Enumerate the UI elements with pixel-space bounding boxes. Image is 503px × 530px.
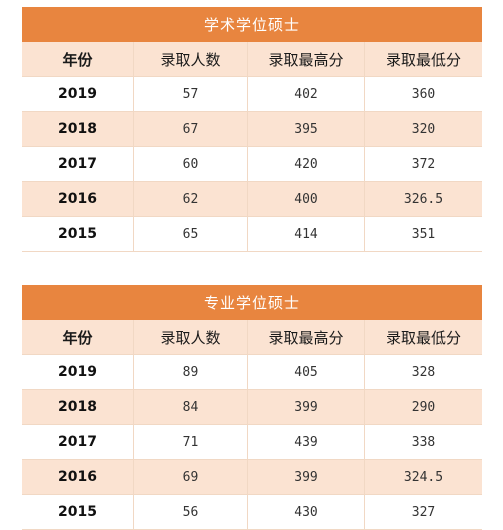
admitted-cell: 57 — [134, 77, 248, 111]
min-score-cell: 338 — [411, 434, 436, 450]
column-header-min-score: 录取最低分 — [385, 50, 461, 69]
table-title: 专业学位硕士 — [22, 285, 482, 320]
year-cell: 2016 — [22, 460, 134, 494]
table-row: 2016 69 399 324.5 — [22, 460, 482, 495]
max-score-cell: 414 — [248, 217, 365, 251]
admitted-cell: 84 — [134, 390, 248, 424]
year-cell: 2017 — [22, 425, 134, 459]
column-header-max-score: 录取最高分 — [248, 320, 365, 354]
table-row: 2018 67 395 320 — [22, 112, 482, 147]
table-row: 2017 71 439 338 — [22, 425, 482, 460]
max-score-cell: 439 — [248, 425, 365, 459]
year-cell: 2015 — [22, 217, 134, 251]
table-row: 2019 89 405 328 — [22, 355, 482, 390]
min-score-cell: 320 — [411, 121, 436, 137]
year-cell: 2019 — [22, 355, 134, 389]
year-cell: 2016 — [22, 182, 134, 216]
admitted-cell: 89 — [134, 355, 248, 389]
year-cell: 2019 — [22, 77, 134, 111]
min-score-cell: 328 — [411, 364, 436, 380]
max-score-cell: 430 — [248, 495, 365, 529]
academic-degree-table: 学术学位硕士 年份 录取人数 录取最高分 录取最低分 2019 57 402 3… — [22, 7, 482, 252]
table-row: 2018 84 399 290 — [22, 390, 482, 425]
table-header-row: 年份 录取人数 录取最高分 录取最低分 — [22, 320, 482, 355]
min-score-cell: 351 — [411, 226, 436, 242]
max-score-cell: 399 — [248, 460, 365, 494]
table-header-row: 年份 录取人数 录取最高分 录取最低分 — [22, 42, 482, 77]
column-header-admitted: 录取人数 — [134, 320, 248, 354]
column-header-max-score: 录取最高分 — [248, 42, 365, 76]
year-cell: 2015 — [22, 495, 134, 529]
table-row: 2017 60 420 372 — [22, 147, 482, 182]
table-row: 2019 57 402 360 — [22, 77, 482, 112]
admitted-cell: 62 — [134, 182, 248, 216]
admitted-cell: 56 — [134, 495, 248, 529]
max-score-cell: 405 — [248, 355, 365, 389]
column-header-year: 年份 — [22, 42, 134, 76]
min-score-cell: 372 — [411, 156, 436, 172]
min-score-cell: 326.5 — [403, 191, 444, 207]
min-score-cell: 327 — [411, 504, 436, 520]
year-cell: 2018 — [22, 112, 134, 146]
max-score-cell: 395 — [248, 112, 365, 146]
column-header-min-score: 录取最低分 — [385, 328, 461, 347]
max-score-cell: 420 — [248, 147, 365, 181]
admitted-cell: 69 — [134, 460, 248, 494]
max-score-cell: 402 — [248, 77, 365, 111]
column-header-admitted: 录取人数 — [134, 42, 248, 76]
table-row: 2016 62 400 326.5 — [22, 182, 482, 217]
min-score-cell: 290 — [411, 399, 436, 415]
column-header-year: 年份 — [22, 320, 134, 354]
admitted-cell: 71 — [134, 425, 248, 459]
admitted-cell: 67 — [134, 112, 248, 146]
min-score-cell: 324.5 — [403, 469, 444, 485]
year-cell: 2017 — [22, 147, 134, 181]
professional-degree-table: 专业学位硕士 年份 录取人数 录取最高分 录取最低分 2019 89 405 3… — [22, 285, 482, 530]
min-score-cell: 360 — [411, 86, 436, 102]
table-title: 学术学位硕士 — [22, 7, 482, 42]
table-row: 2015 65 414 351 — [22, 217, 482, 252]
max-score-cell: 400 — [248, 182, 365, 216]
year-cell: 2018 — [22, 390, 134, 424]
admitted-cell: 65 — [134, 217, 248, 251]
admitted-cell: 60 — [134, 147, 248, 181]
max-score-cell: 399 — [248, 390, 365, 424]
